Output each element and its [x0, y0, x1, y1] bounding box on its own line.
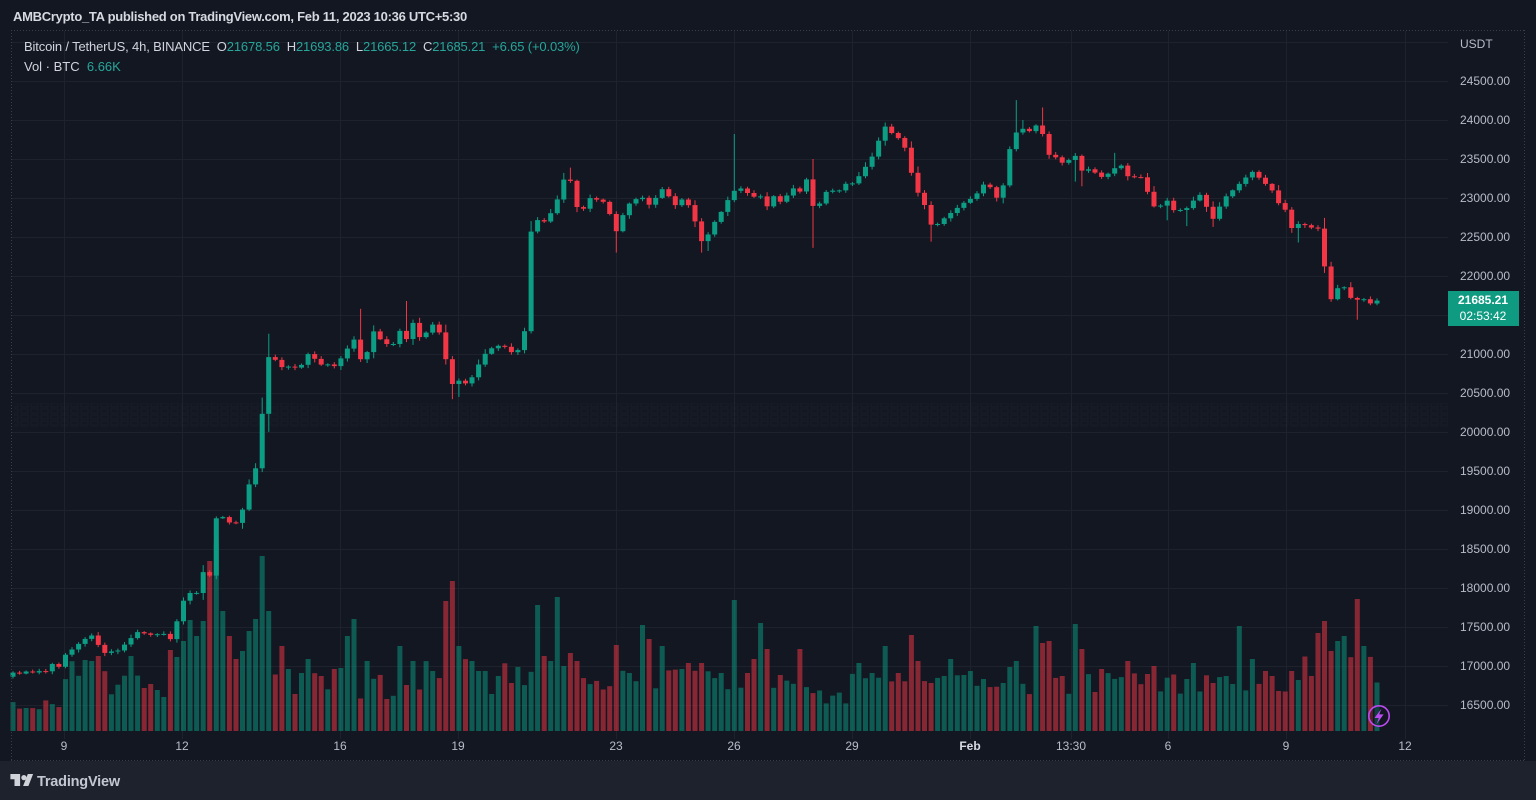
svg-text:23: 23: [609, 739, 623, 753]
svg-text:02:53:42: 02:53:42: [1460, 309, 1507, 323]
svg-text:USDT: USDT: [1460, 37, 1493, 51]
svg-text:19500.00: 19500.00: [1460, 464, 1510, 478]
svg-text:12: 12: [1398, 739, 1412, 753]
svg-text:20000.00: 20000.00: [1460, 425, 1510, 439]
svg-text:9: 9: [1283, 739, 1290, 753]
svg-text:6: 6: [1165, 739, 1172, 753]
svg-text:24500.00: 24500.00: [1460, 74, 1510, 88]
svg-text:21000.00: 21000.00: [1460, 347, 1510, 361]
svg-text:24000.00: 24000.00: [1460, 113, 1510, 127]
svg-text:21685.21: 21685.21: [1458, 293, 1508, 307]
svg-text:16: 16: [333, 739, 347, 753]
svg-text:23500.00: 23500.00: [1460, 152, 1510, 166]
svg-text:19000.00: 19000.00: [1460, 503, 1510, 517]
svg-text:16500.00: 16500.00: [1460, 698, 1510, 712]
svg-text:13:30: 13:30: [1056, 739, 1086, 753]
svg-text:Feb: Feb: [959, 739, 980, 753]
svg-text:9: 9: [61, 739, 68, 753]
svg-text:19: 19: [451, 739, 465, 753]
svg-text:12: 12: [175, 739, 189, 753]
svg-text:23000.00: 23000.00: [1460, 191, 1510, 205]
svg-text:26: 26: [727, 739, 741, 753]
svg-text:22500.00: 22500.00: [1460, 230, 1510, 244]
svg-text:22000.00: 22000.00: [1460, 269, 1510, 283]
svg-text:17000.00: 17000.00: [1460, 659, 1510, 673]
svg-text:18000.00: 18000.00: [1460, 581, 1510, 595]
svg-text:17500.00: 17500.00: [1460, 620, 1510, 634]
svg-text:20500.00: 20500.00: [1460, 386, 1510, 400]
svg-text:29: 29: [845, 739, 859, 753]
svg-text:18500.00: 18500.00: [1460, 542, 1510, 556]
